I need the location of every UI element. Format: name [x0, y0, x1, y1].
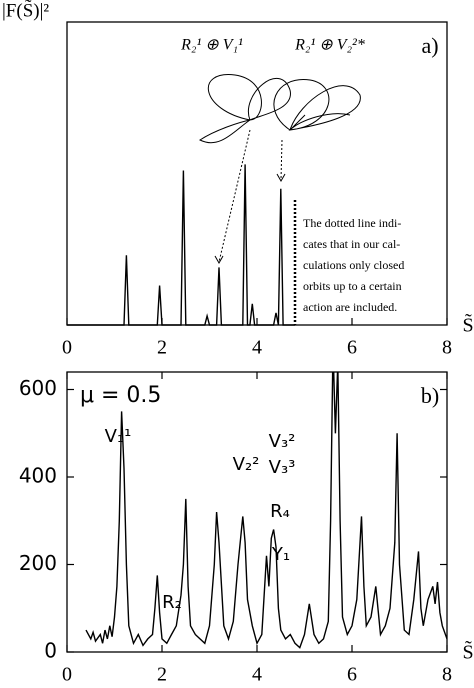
- orbit-1: [199, 74, 291, 144]
- peak-label: V₂²: [233, 454, 260, 475]
- y-tick-label: 600: [19, 376, 57, 400]
- panel-label: a): [421, 33, 438, 58]
- x-tick-label: 6: [347, 664, 357, 686]
- y-tick-label: 400: [19, 464, 57, 488]
- peak-label: V₁¹: [105, 426, 132, 447]
- x-axis-label: S̃: [462, 640, 473, 664]
- orbit-label: R₂¹ ⊕ V₂²*: [294, 37, 365, 54]
- panel-label: b): [421, 383, 439, 408]
- x-tick-label: 2: [157, 337, 167, 359]
- peak-label: V₃²: [269, 431, 296, 452]
- note-line: The dotted line indi-: [303, 216, 401, 230]
- y-tick-label: 200: [19, 551, 57, 575]
- note-line: cates that in our cal-: [303, 237, 400, 251]
- arrowhead-2: [276, 173, 286, 183]
- peak-label: V₃³: [269, 457, 296, 478]
- x-tick-label: 6: [347, 337, 357, 359]
- x-tick-label: 2: [157, 664, 167, 686]
- x-tick-label: 4: [252, 337, 262, 359]
- spectrum-line: [85, 372, 447, 649]
- mu-label: μ = 0.5: [80, 383, 161, 408]
- spectrum-line: [67, 164, 295, 326]
- arrowhead-1: [214, 255, 224, 265]
- x-tick-label: 0: [62, 337, 72, 359]
- series: [85, 372, 447, 649]
- x-tick-label: 8: [442, 664, 452, 686]
- series: [67, 164, 295, 326]
- x-tick-label: 8: [442, 337, 452, 359]
- peak-label: R₄: [270, 501, 290, 522]
- y-tick-label: 0: [44, 639, 57, 663]
- x-tick-label: 4: [252, 664, 262, 686]
- y-axis-label: |F(S̃)|²: [2, 0, 49, 21]
- peak-label: Y₁: [271, 544, 290, 565]
- x-tick-label: 0: [62, 664, 72, 686]
- arrow-1: [218, 129, 251, 263]
- arrow-2: [280, 139, 283, 181]
- peak-label: R₂: [162, 592, 182, 613]
- note-line: orbits up to a certain: [303, 279, 402, 293]
- note-line: culations only closed: [303, 258, 404, 272]
- orbit-drawings: [199, 74, 361, 265]
- orbit-2: [273, 79, 361, 131]
- x-axis-label: S̃: [462, 313, 473, 337]
- orbit-label: R₂¹ ⊕ V₁¹: [180, 37, 243, 54]
- note-line: action are included.: [303, 300, 397, 314]
